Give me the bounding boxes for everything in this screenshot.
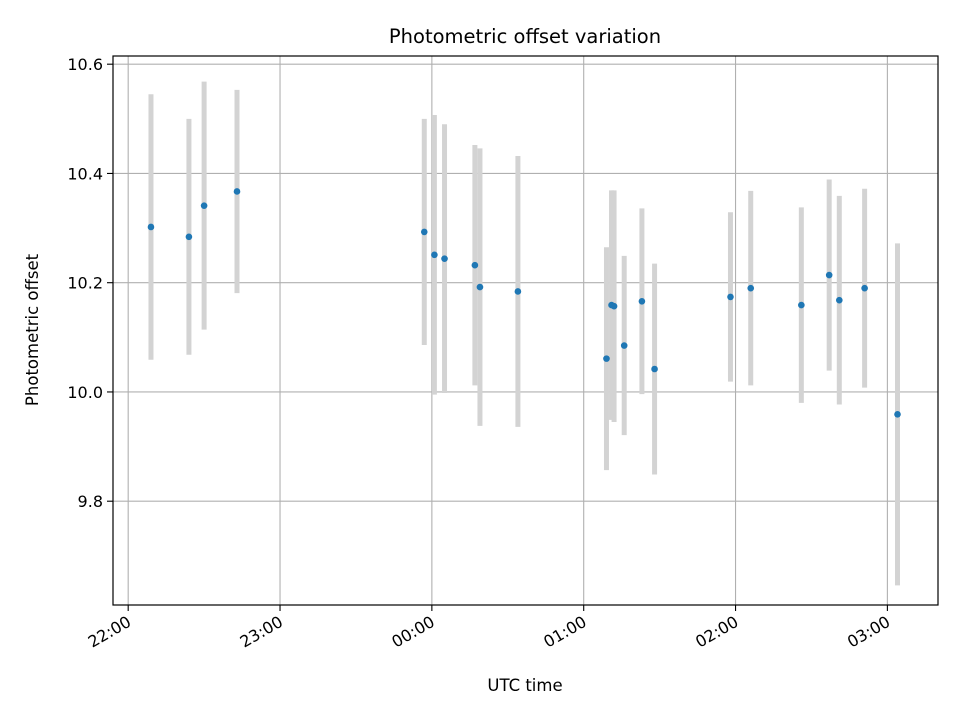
data-point — [471, 261, 479, 269]
y-tick-label: 10.4 — [67, 164, 103, 183]
data-point — [861, 284, 868, 292]
data-point — [620, 342, 628, 349]
plot-frame — [112, 55, 939, 606]
data-point — [431, 251, 438, 259]
data-point — [185, 233, 193, 241]
x-axis-label: UTC time — [487, 676, 562, 695]
y-tick-label: 10.2 — [67, 274, 103, 293]
data-point — [420, 228, 428, 236]
y-axis-ticks: 9.8 10.0 10.2 10.4 10.6 — [67, 55, 113, 511]
data-point — [200, 202, 208, 209]
data-point — [825, 271, 833, 279]
data-point — [727, 293, 734, 301]
data-point — [836, 296, 843, 304]
data-point — [638, 297, 646, 305]
data-point — [798, 301, 805, 309]
data-point — [747, 284, 755, 292]
data-point — [894, 411, 901, 418]
grid-lines — [113, 56, 938, 605]
data-point — [233, 188, 241, 195]
data-point — [514, 288, 522, 295]
y-tick-label: 10.0 — [67, 383, 103, 402]
data-point — [147, 223, 155, 231]
data-point — [610, 302, 618, 310]
y-axis-label: Photometric offset — [23, 253, 42, 406]
y-tick-label: 9.8 — [78, 492, 103, 511]
chart-title: Photometric offset variation — [389, 25, 661, 48]
data-point — [476, 283, 484, 291]
data-point — [441, 255, 448, 262]
data-points — [147, 188, 901, 418]
y-tick-label: 10.6 — [67, 55, 103, 74]
data-point — [651, 365, 658, 373]
data-point — [603, 355, 610, 362]
